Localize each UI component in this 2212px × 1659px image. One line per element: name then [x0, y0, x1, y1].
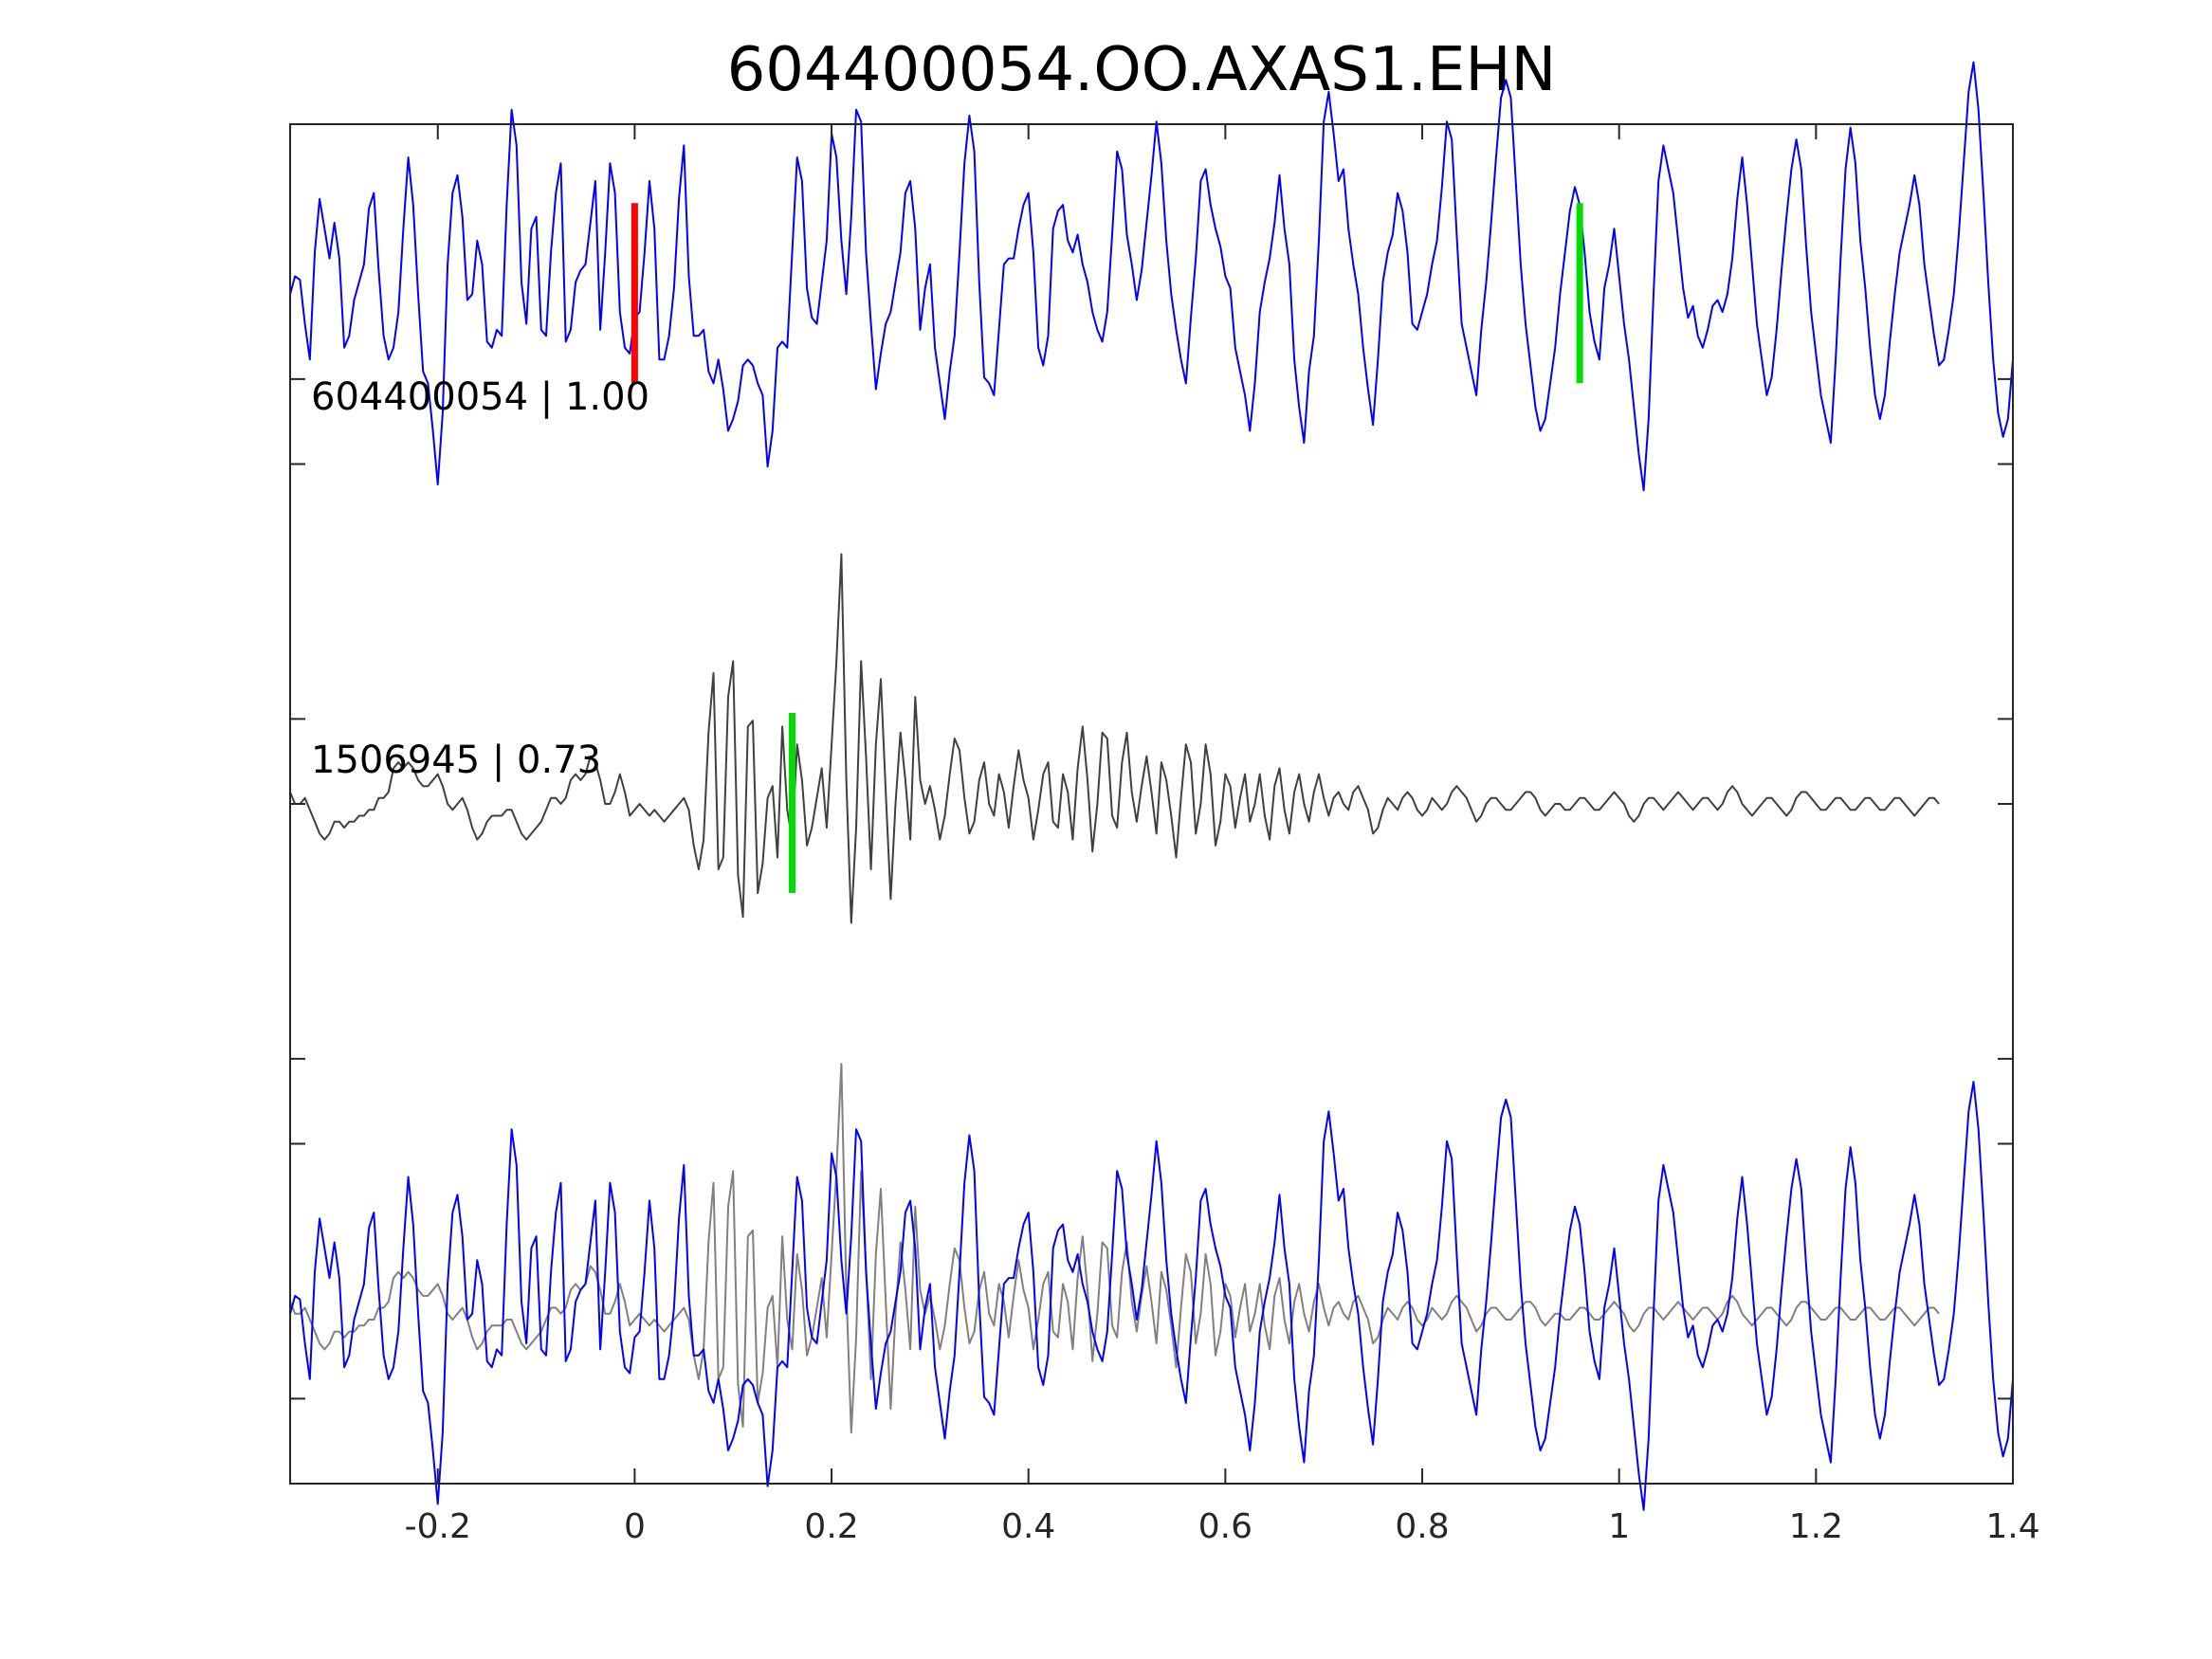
- x-tick-label: 1.2: [1789, 1507, 1843, 1546]
- trace-labels-layer: 604400054 | 1.00 1506945 | 0.73: [311, 375, 649, 782]
- x-tick-label: -0.2: [405, 1507, 471, 1546]
- axis-ticks: [290, 124, 2014, 1484]
- trace-2-line: [289, 553, 1940, 924]
- x-tick-label: 0.2: [804, 1507, 858, 1546]
- x-tick-label: 0.6: [1198, 1507, 1252, 1546]
- green-pick-marker: [1576, 203, 1583, 384]
- trace-label-2: 1506945 | 0.73: [311, 738, 601, 782]
- trace-1-line: [289, 61, 2014, 492]
- green-pick-marker: [789, 713, 796, 893]
- x-tick-label: 1.4: [1985, 1507, 2039, 1546]
- x-tick-label: 0: [624, 1507, 646, 1546]
- pick-markers-layer: [631, 203, 1583, 893]
- trace-label-1: 604400054 | 1.00: [311, 375, 649, 419]
- overlay-trace-1-line: [289, 1081, 2014, 1511]
- x-tick-label: 1: [1608, 1507, 1630, 1546]
- x-tick-label: 0.8: [1395, 1507, 1449, 1546]
- red-pick-marker: [631, 203, 638, 384]
- x-tick-labels: -0.2 0 0.2 0.4 0.6 0.8 1 1.2 1.4: [405, 1507, 2040, 1546]
- traces-layer: [289, 61, 2014, 1511]
- chart-title: 604400054.OO.AXAS1.EHN: [727, 35, 1557, 105]
- x-tick-label: 0.4: [1001, 1507, 1055, 1546]
